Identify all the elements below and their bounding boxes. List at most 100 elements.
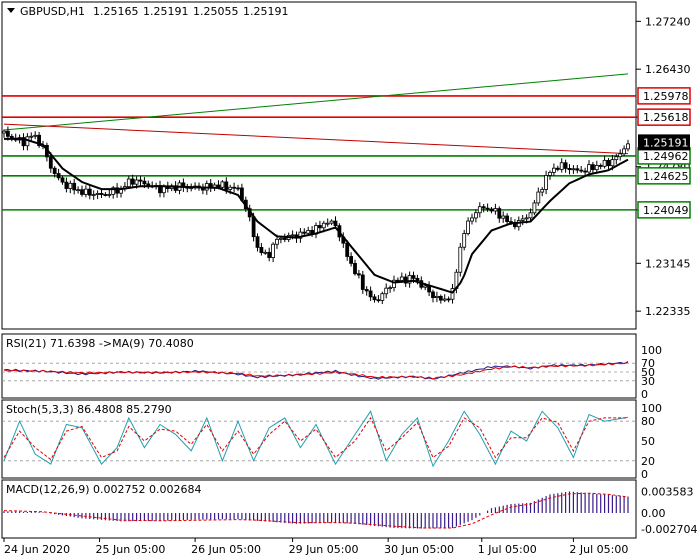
candle-body [598, 165, 603, 167]
price-tick-label: 1.23145 [645, 257, 691, 270]
candle-body [384, 287, 389, 295]
time-tick-label: 24 Jun 2020 [4, 543, 70, 556]
candle-body [259, 247, 264, 253]
candle-body [388, 287, 393, 290]
rsi-tick-label: 100 [641, 344, 662, 357]
main-header-close: 1.25191 [243, 5, 289, 18]
time-tick-label: 25 Jun 05:00 [96, 543, 166, 556]
candle-body [591, 164, 595, 171]
stoch-tick-label: 50 [641, 435, 655, 448]
candle-body [423, 285, 428, 288]
candle-body [236, 187, 240, 190]
stoch-tick-label: 80 [641, 415, 655, 428]
candle-body [84, 188, 88, 195]
candle-body [306, 230, 311, 234]
candle-body [614, 156, 619, 161]
current-price-tag [638, 134, 690, 151]
candle-body [91, 194, 96, 196]
stoch-tick-label: 0 [641, 468, 648, 481]
candle-body [29, 135, 34, 138]
candle-body [216, 184, 221, 188]
candle-body [462, 233, 467, 248]
price-tick-label: 1.27240 [645, 15, 691, 28]
candle-body [442, 298, 447, 301]
time-axis: 24 Jun 2020 25 Jun 05:00 26 Jun 05:00 29 Ju… [3, 538, 628, 556]
candle-body [224, 181, 229, 190]
candle-body [563, 162, 568, 169]
candle-body [481, 206, 486, 209]
candle-body [9, 135, 14, 139]
stoch-panel-frame [1, 399, 637, 479]
candle-body [317, 225, 322, 229]
candle-body [130, 178, 135, 185]
candle-body [524, 217, 529, 220]
candle-body [126, 178, 131, 188]
candle-body [220, 181, 225, 188]
trendlines [3, 73, 629, 155]
candle-body [255, 236, 260, 248]
rsi-tick-label: 30 [641, 375, 655, 388]
candle-body [411, 275, 416, 279]
candle-body [431, 291, 435, 299]
time-tick-label: 2 Jul 05:00 [569, 543, 628, 556]
candle-body [115, 187, 119, 194]
collapse-triangle-icon[interactable] [7, 8, 15, 13]
stoch-tick-label: 20 [641, 455, 655, 468]
macd-tick-label: 0.00 [641, 507, 666, 520]
candle-body [64, 181, 69, 189]
macd-panel: 0.003583 0.00 -0.002704 [3, 486, 697, 536]
candle-body [87, 188, 92, 196]
candle-body [552, 167, 556, 173]
main-header-high: 1.25191 [143, 5, 189, 18]
red-trendline [3, 123, 629, 155]
price-tick-label: 1.26430 [645, 63, 691, 76]
candle-body [134, 179, 139, 185]
candle-body [602, 159, 607, 167]
candle-body [536, 191, 541, 204]
candle-body [138, 179, 143, 182]
level-tag-box [637, 87, 691, 105]
level-tag-label: 1.25618 [643, 111, 689, 124]
candle-body [497, 208, 502, 219]
candle-body [52, 167, 57, 174]
candle-body [392, 279, 396, 289]
price-axis: 1.272401.264301.256181.247801.240491.231… [636, 15, 691, 318]
level-tag-label: 1.25978 [643, 90, 689, 103]
level-tag-box [637, 167, 691, 185]
candle-body [33, 134, 38, 137]
level-tag-box [637, 201, 691, 219]
candle-body [321, 222, 326, 229]
candle-body [438, 295, 443, 301]
main-header-symbol: GBPUSD,H1 [20, 5, 85, 18]
candle-body [228, 186, 233, 190]
candle-body [56, 173, 61, 179]
level-tag-box [637, 108, 691, 126]
candle-body [587, 164, 591, 173]
candle-body [505, 215, 510, 222]
candle-body [103, 194, 108, 196]
time-tick-label: 29 Jun 05:00 [289, 543, 359, 556]
candle-body [415, 277, 420, 282]
candle-body [349, 256, 354, 264]
stoch-d-line [3, 416, 628, 461]
candle-body [302, 231, 307, 234]
stoch-title: Stoch(5,3,3) 86.4808 85.2790 [6, 403, 172, 416]
price-tags: 1.25978 1.25618 1.24962 1.24625 1.24049 1.251… [637, 87, 691, 219]
candle-body [559, 162, 564, 170]
candle-body [99, 192, 104, 195]
candle-body [528, 212, 533, 219]
candle-body [107, 193, 112, 196]
candle-body [579, 169, 584, 172]
level-tag-label: 1.24049 [643, 204, 689, 217]
stoch-tick-label: 100 [641, 402, 662, 415]
time-tick-label: 30 Jun 05:00 [384, 543, 454, 556]
candle-body [142, 180, 147, 185]
candle-body [60, 177, 65, 183]
candle-body [489, 208, 494, 212]
candle-body [76, 189, 80, 192]
candle-body [520, 218, 525, 221]
level-tag-label: 1.24962 [643, 150, 689, 163]
candle-body [618, 153, 623, 158]
